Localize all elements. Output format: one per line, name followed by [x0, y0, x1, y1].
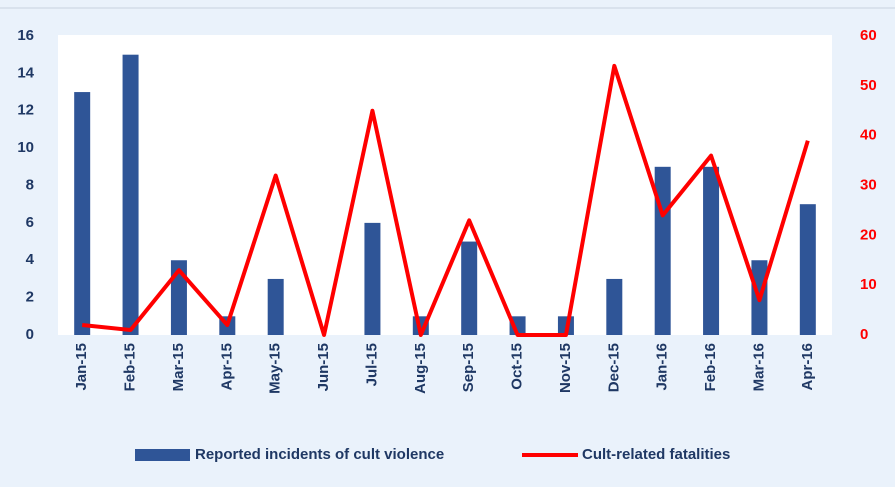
legend-swatch [135, 449, 190, 461]
y-tick-label: 6 [26, 214, 34, 231]
y2-tick-label: 10 [860, 276, 877, 293]
y-tick-label: 2 [26, 289, 34, 306]
y2-tick-label: 30 [860, 176, 877, 193]
y-tick-label: 12 [17, 102, 34, 119]
x-tick-label: Jan-16 [654, 343, 671, 391]
bar [364, 222, 381, 335]
bar [267, 278, 284, 335]
x-tick-label: Apr-16 [799, 343, 816, 391]
bar [799, 204, 816, 335]
y2-tick-label: 20 [860, 226, 877, 243]
x-tick-label: Apr-15 [218, 343, 235, 391]
x-tick-label: Nov-15 [557, 343, 574, 393]
plot-area [58, 35, 832, 335]
y-tick-label: 4 [26, 251, 35, 268]
bar [122, 54, 139, 335]
x-tick-label: Dec-15 [605, 343, 622, 392]
x-tick-label: Jul-15 [363, 343, 380, 386]
x-tick-label: Jan-15 [73, 343, 90, 391]
y-tick-label: 8 [26, 176, 34, 193]
x-tick-label: Feb-16 [702, 343, 719, 391]
line [81, 63, 810, 337]
x-tick-label: Mar-15 [170, 343, 187, 391]
bar [461, 241, 478, 335]
y2-tick-label: 40 [860, 127, 877, 144]
y-tick-label: 14 [17, 64, 34, 81]
x-tick-label: Aug-15 [412, 343, 429, 394]
x-tick-label: Feb-15 [122, 343, 139, 391]
legend-label: Cult-related fatalities [582, 446, 730, 463]
y2-tick-label: 50 [860, 77, 877, 94]
y-tick-label: 16 [17, 27, 34, 44]
x-tick-label: Sep-15 [460, 343, 477, 392]
x-tick-label: May-15 [267, 343, 284, 394]
x-tick-label: Oct-15 [509, 343, 526, 390]
y-tick-label: 10 [17, 139, 34, 156]
bar [74, 92, 91, 335]
y2-tick-label: 0 [860, 326, 868, 343]
x-tick-label: Mar-16 [750, 343, 767, 391]
y-tick-label: 0 [26, 326, 34, 343]
bar [703, 166, 720, 335]
bar [170, 260, 187, 335]
bar [606, 278, 623, 335]
y2-tick-label: 60 [860, 27, 877, 44]
legend-label: Reported incidents of cult violence [195, 446, 444, 463]
x-tick-label: Jun-15 [315, 343, 332, 391]
